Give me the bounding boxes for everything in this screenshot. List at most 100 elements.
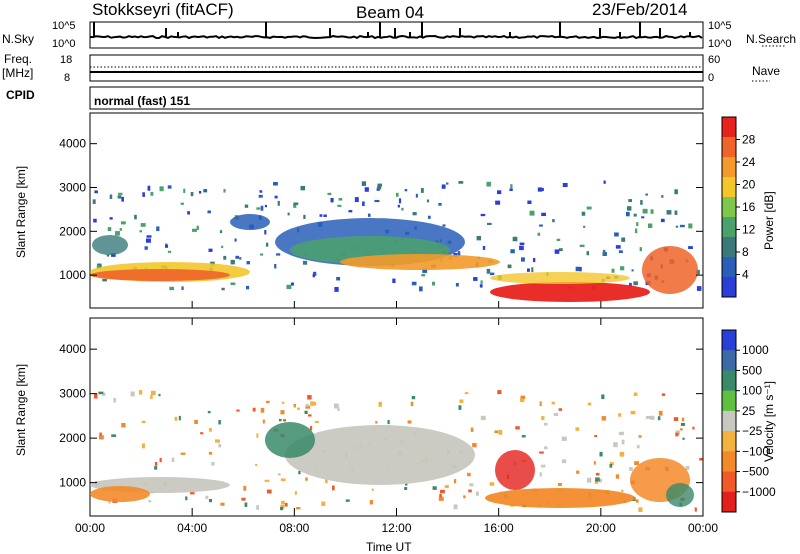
velocity-cell <box>266 489 272 494</box>
velocity-cell <box>371 488 374 491</box>
power-cell <box>134 214 137 220</box>
velocity-cell <box>489 482 495 486</box>
velocity-cell <box>472 443 477 448</box>
velocity-cell <box>694 507 697 512</box>
velocity-cell <box>440 489 445 494</box>
power-cell <box>642 208 648 214</box>
velocity-cell <box>544 422 548 426</box>
velocity-cell <box>587 477 592 483</box>
velocity-region <box>666 483 694 507</box>
power-cell <box>245 285 250 290</box>
velocity-cell <box>633 392 638 397</box>
velocity-cell <box>141 420 146 424</box>
velocity-cell <box>444 485 449 489</box>
nsearch-tick-bottom: 10^0 <box>708 38 732 50</box>
velocity-cell <box>475 491 479 496</box>
velocity-cell <box>296 507 301 510</box>
nave-label: Nave <box>752 64 781 78</box>
velocity-cell <box>241 497 246 501</box>
velocity-cell <box>141 443 145 449</box>
velocity-cell <box>99 435 104 440</box>
power-region <box>90 269 230 281</box>
y-tick-label: 4000 <box>59 342 86 356</box>
power-cell <box>323 214 327 218</box>
power-cell <box>486 181 491 187</box>
velocity-cell <box>649 415 655 420</box>
power-cell <box>244 204 249 208</box>
velocity-cell <box>540 464 546 468</box>
power-cell <box>509 188 513 192</box>
power-cell <box>586 206 592 210</box>
velocity-cell <box>453 504 458 510</box>
velocity-cell <box>480 415 486 421</box>
velocity-cell <box>497 390 502 395</box>
velocity-cell <box>621 489 624 493</box>
power-cell <box>527 200 532 205</box>
velocity-cell <box>244 502 248 507</box>
freq-panel-frame <box>89 54 704 82</box>
power-cell <box>120 221 126 225</box>
colorbar-swatch <box>722 330 736 351</box>
power-cell <box>246 261 251 265</box>
velocity-cell <box>262 419 265 424</box>
power-cell <box>234 238 237 242</box>
velocity-cell <box>102 392 106 396</box>
y-tick-label: 3000 <box>59 180 86 194</box>
power-cell <box>121 196 124 202</box>
velocity-cell <box>305 477 308 481</box>
colorbar-swatch <box>722 157 736 178</box>
colorbar-swatch <box>722 137 736 158</box>
y-tick-label: 2000 <box>59 224 86 238</box>
power-cell <box>239 257 242 260</box>
velocity-cell <box>539 401 542 407</box>
velocity-cell <box>148 500 152 503</box>
power-cell <box>207 210 211 214</box>
velocity-cell <box>99 432 102 436</box>
velocity-cell <box>463 495 466 499</box>
velocity-cell <box>551 401 555 405</box>
power-cell <box>106 254 110 257</box>
y-tick-label: 1000 <box>59 268 86 282</box>
velocity-cell <box>314 420 319 423</box>
velocity-cell <box>557 483 562 486</box>
power-cell <box>235 255 240 259</box>
power-cell <box>412 212 417 216</box>
velocity-cell <box>438 496 444 501</box>
velocity-cell <box>599 451 603 457</box>
velocity-cell <box>515 426 520 430</box>
beam-title: Beam 04 <box>356 3 425 22</box>
power-cell <box>531 267 534 273</box>
power-cell <box>640 200 643 205</box>
nave-tick-top: 60 <box>708 54 721 66</box>
power-cell <box>641 216 645 219</box>
velocity-cell <box>281 500 285 505</box>
colorbar-tick-label: 16 <box>742 200 756 214</box>
velocity-cell <box>681 417 685 422</box>
colorbar-swatch <box>722 451 736 473</box>
nsky-label: N.Sky <box>2 32 35 46</box>
power-cell <box>479 284 483 288</box>
power-cell <box>558 248 563 252</box>
velocity-cell <box>278 418 282 422</box>
nsky-panel-frame <box>89 21 704 49</box>
velocity-cell <box>171 457 175 463</box>
freq-label: Freq. <box>4 52 33 66</box>
velocity-cell <box>208 498 213 503</box>
colorbar-swatch <box>722 350 736 371</box>
y-tick-label: 2000 <box>59 431 86 445</box>
power-heatmap <box>90 180 702 302</box>
power-cell <box>696 286 702 291</box>
velocity-cell <box>634 461 639 466</box>
power-cell <box>102 278 107 282</box>
colorbar-swatch <box>722 177 736 198</box>
power-cell <box>446 182 449 185</box>
power-cell <box>520 257 525 262</box>
power-cell <box>221 245 224 249</box>
colorbar-swatch <box>722 257 736 278</box>
power-cell <box>639 247 642 252</box>
power-cell <box>455 283 459 287</box>
velocity-cell <box>407 420 412 424</box>
power-cell <box>223 189 226 193</box>
power-cell <box>620 266 625 271</box>
power-cell <box>629 282 632 288</box>
